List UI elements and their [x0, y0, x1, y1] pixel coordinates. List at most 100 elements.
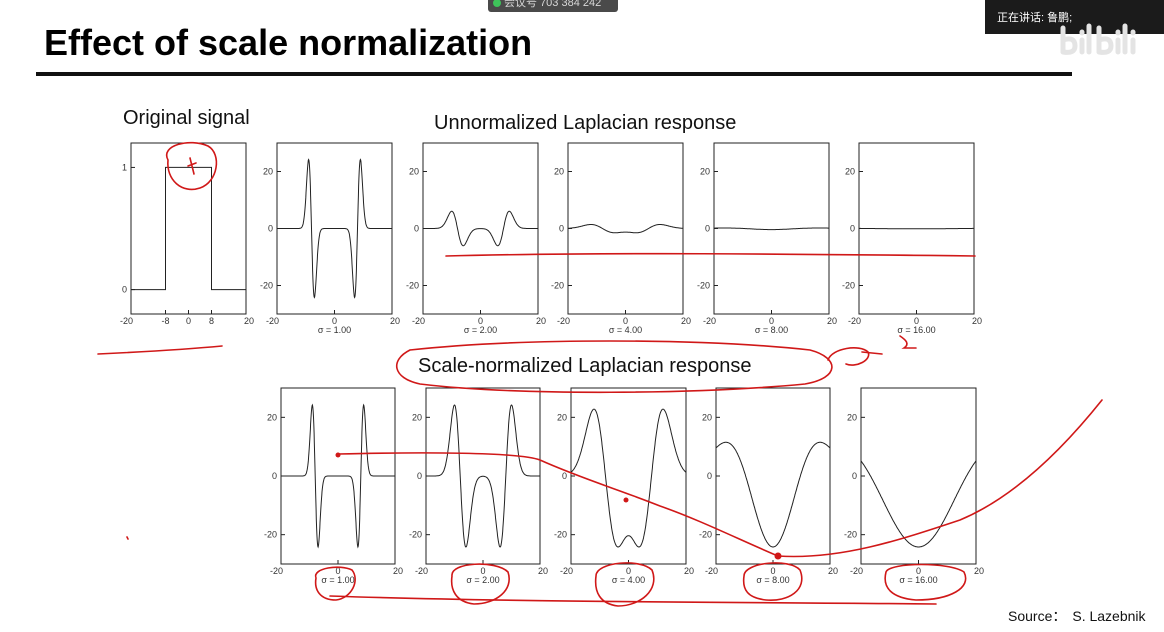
x-tick-label-6-2: 20 — [393, 566, 403, 576]
series-line-0 — [131, 166, 246, 291]
y-tick-label-10-0: 20 — [847, 412, 857, 422]
source-credit: Source： S. Lazebnik — [1008, 606, 1152, 626]
status-dot-icon — [493, 0, 501, 7]
series-line-8 — [570, 408, 687, 548]
x-tick-label-6-0: -20 — [270, 566, 283, 576]
x-tick-label-10-2: 20 — [974, 566, 984, 576]
series-line-2 — [423, 210, 538, 247]
plot-frame-10 — [860, 387, 977, 565]
x-axis-label-2: σ = 2.00 — [464, 325, 497, 335]
x-axis-label-4: σ = 8.00 — [755, 325, 788, 335]
y-tick-label-7-2: -20 — [409, 530, 422, 540]
x-axis-label-6: σ = 1.00 — [321, 575, 354, 585]
y-tick-label-2-2: -20 — [406, 281, 419, 291]
x-tick-label-5-1: 0 — [914, 316, 919, 326]
series-line-6 — [281, 403, 395, 549]
x-tick-label-8-2: 20 — [684, 566, 694, 576]
meeting-id-badge: 会议号 703 384 242 — [488, 0, 618, 12]
y-tick-label-10-2: -20 — [844, 530, 857, 540]
x-tick-label-1-1: 0 — [332, 316, 337, 326]
y-tick-label-0-0: 1 — [122, 162, 127, 172]
plot-frame-8 — [570, 387, 687, 565]
x-axis-label-9: σ = 8.00 — [756, 575, 789, 585]
y-tick-label-5-2: -20 — [842, 281, 855, 291]
x-axis-label-1: σ = 1.00 — [318, 325, 351, 335]
meeting-id-text: 会议号 703 384 242 — [504, 0, 602, 9]
x-tick-label-4-1: 0 — [769, 316, 774, 326]
y-tick-label-7-1: 0 — [417, 471, 422, 481]
y-tick-label-3-2: -20 — [551, 281, 564, 291]
plot-frame-3 — [567, 142, 684, 315]
x-tick-label-9-0: -20 — [705, 566, 718, 576]
x-tick-label-4-0: -20 — [703, 316, 716, 326]
bilibili-watermark-icon — [1060, 23, 1136, 55]
y-tick-label-5-0: 20 — [845, 167, 855, 177]
x-tick-label-1-0: -20 — [266, 316, 279, 326]
source-label: Source： — [1008, 608, 1067, 624]
x-tick-label-1-2: 20 — [390, 316, 400, 326]
x-tick-label-10-0: -20 — [850, 566, 863, 576]
x-tick-label-2-0: -20 — [412, 316, 425, 326]
x-tick-label-3-1: 0 — [623, 316, 628, 326]
x-tick-label-3-2: 20 — [681, 316, 691, 326]
x-tick-label-2-2: 20 — [536, 316, 546, 326]
y-tick-label-9-1: 0 — [707, 471, 712, 481]
x-axis-label-8: σ = 4.00 — [612, 575, 645, 585]
y-tick-label-1-0: 20 — [263, 167, 273, 177]
series-line-3 — [568, 224, 683, 234]
x-tick-label-0-2: 0 — [186, 316, 191, 326]
series-line-10 — [860, 460, 977, 548]
y-tick-label-9-2: -20 — [699, 530, 712, 540]
speaker-label: 正在讲话: 鲁鹏; — [997, 12, 1073, 24]
y-tick-label-2-0: 20 — [409, 167, 419, 177]
y-tick-label-2-1: 0 — [414, 224, 419, 234]
x-tick-label-3-0: -20 — [557, 316, 570, 326]
source-name: S. Lazebnik — [1072, 608, 1146, 624]
x-tick-label-5-0: -20 — [848, 316, 861, 326]
speaker-indicator: 正在讲话: 鲁鹏; — [985, 0, 1164, 34]
x-tick-label-8-0: -20 — [560, 566, 573, 576]
y-tick-label-9-0: 20 — [702, 412, 712, 422]
y-tick-label-5-1: 0 — [850, 224, 855, 234]
x-axis-label-5: σ = 16.00 — [897, 325, 935, 335]
y-tick-label-8-2: -20 — [554, 530, 567, 540]
series-line-9 — [715, 441, 831, 548]
y-tick-label-10-1: 0 — [852, 471, 857, 481]
y-tick-label-8-0: 20 — [557, 412, 567, 422]
y-tick-label-6-0: 20 — [267, 412, 277, 422]
original-signal-label: Original signal — [123, 107, 250, 129]
x-tick-label-7-0: -20 — [415, 566, 428, 576]
x-tick-label-9-2: 20 — [828, 566, 838, 576]
plot-frame-0 — [130, 142, 247, 315]
x-tick-label-0-1: -8 — [161, 316, 169, 326]
x-tick-label-2-1: 0 — [478, 316, 483, 326]
y-tick-label-7-0: 20 — [412, 412, 422, 422]
x-tick-label-5-2: 20 — [972, 316, 982, 326]
y-tick-label-1-2: -20 — [260, 281, 273, 291]
y-tick-label-4-0: 20 — [700, 167, 710, 177]
x-axis-label-10: σ = 16.00 — [899, 575, 937, 585]
y-tick-label-4-1: 0 — [705, 224, 710, 234]
y-tick-label-3-0: 20 — [554, 167, 564, 177]
y-tick-label-6-2: -20 — [264, 530, 277, 540]
x-tick-label-7-2: 20 — [538, 566, 548, 576]
plot-frame-9 — [715, 387, 831, 565]
series-line-4 — [714, 227, 829, 231]
x-tick-label-0-0: -20 — [120, 316, 133, 326]
y-tick-label-8-1: 0 — [562, 471, 567, 481]
y-tick-label-0-1: 0 — [122, 285, 127, 295]
title-divider — [36, 72, 1072, 76]
y-tick-label-1-1: 0 — [268, 224, 273, 234]
y-tick-label-3-1: 0 — [559, 224, 564, 234]
x-tick-label-0-4: 20 — [244, 316, 254, 326]
y-tick-label-6-1: 0 — [272, 471, 277, 481]
series-line-1 — [277, 158, 392, 299]
x-tick-label-4-2: 20 — [827, 316, 837, 326]
series-line-7 — [426, 404, 540, 548]
slide-title: Effect of scale normalization — [44, 22, 533, 63]
x-tick-label-0-3: 8 — [209, 316, 214, 326]
unnormalized-label: Unnormalized Laplacian response — [434, 112, 737, 134]
y-tick-label-4-2: -20 — [697, 281, 710, 291]
x-axis-label-3: σ = 4.00 — [609, 325, 642, 335]
